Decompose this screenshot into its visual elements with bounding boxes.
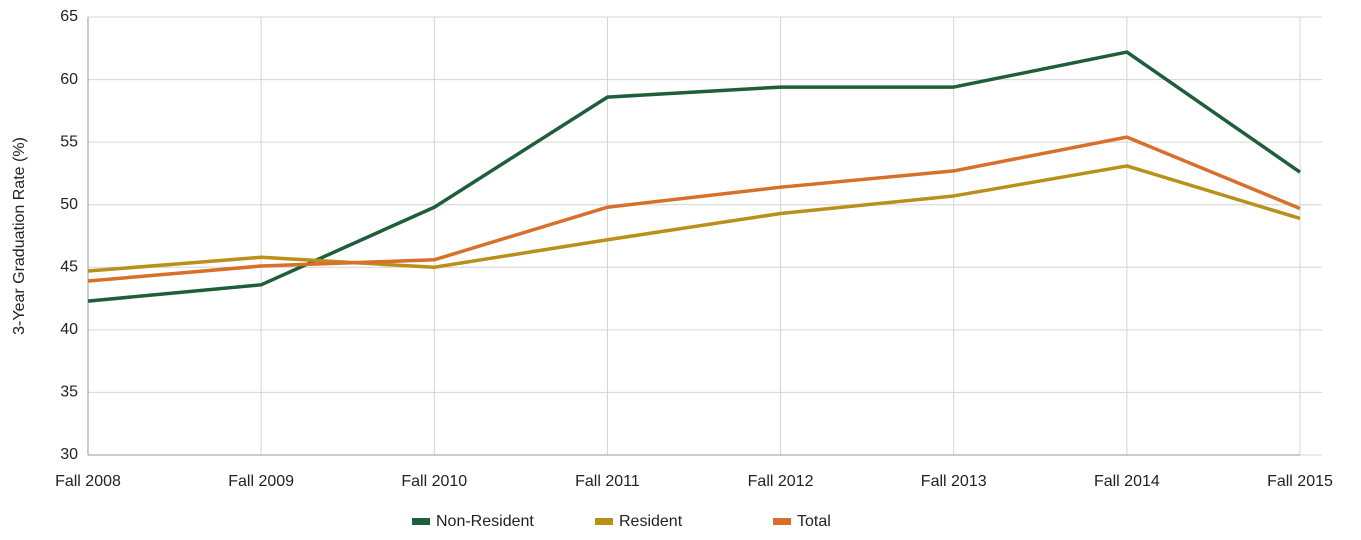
series-line	[87, 135, 1301, 283]
legend-label: Total	[797, 513, 831, 530]
legend-swatch	[412, 518, 430, 525]
y-tick-label: 35	[60, 384, 78, 401]
x-tick-label: Fall 2010	[401, 473, 467, 490]
legend-label: Resident	[619, 513, 683, 530]
x-tick-label: Fall 2014	[1094, 473, 1160, 490]
legend-swatch	[595, 518, 613, 525]
x-tick-label: Fall 2015	[1267, 473, 1333, 490]
y-axis-label: 3-Year Graduation Rate (%)	[11, 137, 28, 335]
legend-label: Non-Resident	[436, 513, 534, 530]
y-tick-label: 60	[60, 71, 78, 88]
x-tick-label: Fall 2012	[748, 473, 814, 490]
x-tick-label: Fall 2009	[228, 473, 294, 490]
y-tick-label: 65	[60, 8, 78, 25]
y-tick-label: 30	[60, 446, 78, 463]
legend-swatch	[773, 518, 791, 525]
y-tick-label: 45	[60, 259, 78, 276]
x-tick-label: Fall 2013	[921, 473, 987, 490]
y-tick-label: 55	[60, 133, 78, 150]
y-tick-label: 50	[60, 196, 78, 213]
x-tick-label: Fall 2011	[575, 473, 640, 490]
x-tick-label: Fall 2008	[55, 473, 121, 490]
series-line	[87, 164, 1301, 273]
y-tick-label: 40	[60, 321, 78, 338]
series-line	[87, 50, 1301, 303]
